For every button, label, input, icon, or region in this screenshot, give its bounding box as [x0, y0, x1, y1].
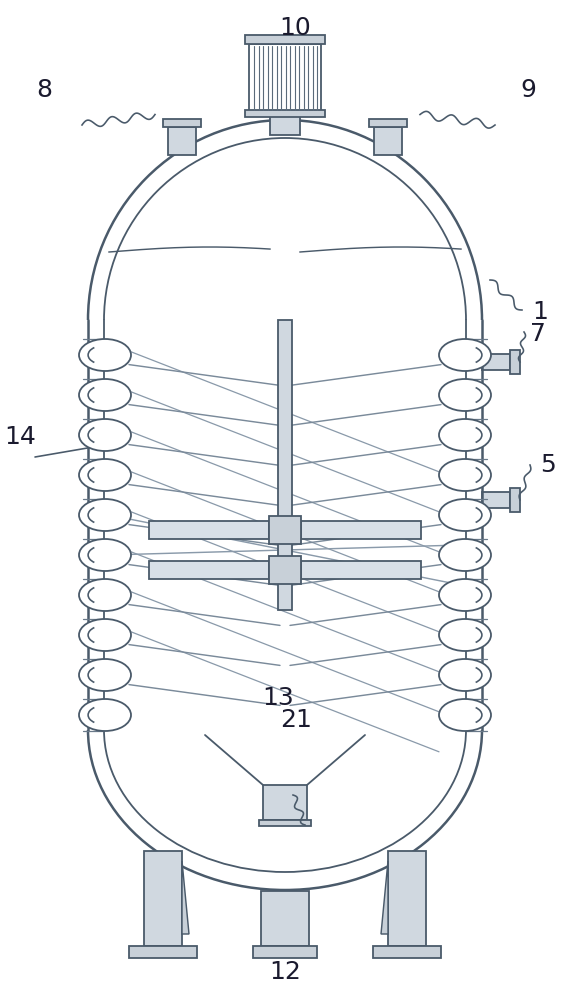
Ellipse shape [439, 339, 491, 371]
Bar [301, 521, 421, 539]
Bar [269, 516, 301, 544]
Bar [129, 946, 197, 958]
Ellipse shape [79, 339, 131, 371]
Ellipse shape [439, 419, 491, 451]
Ellipse shape [79, 379, 131, 411]
Bar [149, 521, 269, 539]
Bar [466, 588, 485, 602]
Ellipse shape [439, 539, 491, 571]
Bar [369, 119, 407, 127]
Text: 21: 21 [280, 708, 312, 732]
Bar [168, 127, 196, 155]
Text: 9: 9 [520, 78, 536, 102]
Bar [466, 628, 485, 642]
Text: 10: 10 [279, 16, 311, 40]
Polygon shape [182, 861, 189, 934]
Bar [482, 492, 510, 508]
Ellipse shape [79, 619, 131, 651]
Bar [466, 708, 485, 722]
Bar [85, 588, 104, 602]
Bar [482, 354, 510, 370]
Bar [388, 851, 426, 946]
Bar [85, 628, 104, 642]
Bar [263, 785, 307, 820]
Bar [85, 668, 104, 682]
Bar [466, 508, 485, 522]
Ellipse shape [79, 499, 131, 531]
Ellipse shape [79, 659, 131, 691]
Ellipse shape [439, 619, 491, 651]
Bar [466, 468, 485, 482]
Text: 1: 1 [532, 300, 548, 324]
Bar [245, 35, 325, 44]
Ellipse shape [79, 539, 131, 571]
Bar [163, 119, 201, 127]
Bar [466, 548, 485, 562]
Bar [259, 820, 311, 826]
Bar [466, 668, 485, 682]
Bar [466, 348, 485, 362]
Text: 8: 8 [36, 78, 52, 102]
Bar [466, 428, 485, 442]
Text: 7: 7 [530, 322, 546, 346]
Bar [510, 350, 520, 374]
Bar [270, 110, 300, 135]
Bar [301, 561, 421, 579]
Bar [278, 320, 292, 610]
Bar [510, 488, 520, 512]
Ellipse shape [439, 379, 491, 411]
Ellipse shape [79, 579, 131, 611]
Bar [85, 548, 104, 562]
Bar [144, 851, 182, 946]
Polygon shape [381, 861, 388, 934]
Ellipse shape [439, 579, 491, 611]
Ellipse shape [439, 499, 491, 531]
Bar [85, 428, 104, 442]
Bar [466, 388, 485, 402]
Bar [374, 127, 402, 155]
Bar [85, 468, 104, 482]
Text: 12: 12 [269, 960, 301, 984]
Bar [261, 891, 309, 946]
Bar [149, 561, 269, 579]
Bar [85, 348, 104, 362]
Text: 13: 13 [262, 686, 294, 710]
Ellipse shape [439, 459, 491, 491]
Bar [85, 388, 104, 402]
Ellipse shape [439, 699, 491, 731]
Ellipse shape [439, 659, 491, 691]
Ellipse shape [79, 419, 131, 451]
Ellipse shape [79, 699, 131, 731]
Bar [373, 946, 441, 958]
Bar [249, 44, 321, 112]
Bar [85, 708, 104, 722]
Bar [253, 946, 317, 958]
Bar [269, 556, 301, 584]
Ellipse shape [79, 459, 131, 491]
Text: 14: 14 [4, 425, 36, 449]
Bar [245, 110, 325, 117]
Bar [85, 508, 104, 522]
Text: 5: 5 [540, 453, 556, 477]
